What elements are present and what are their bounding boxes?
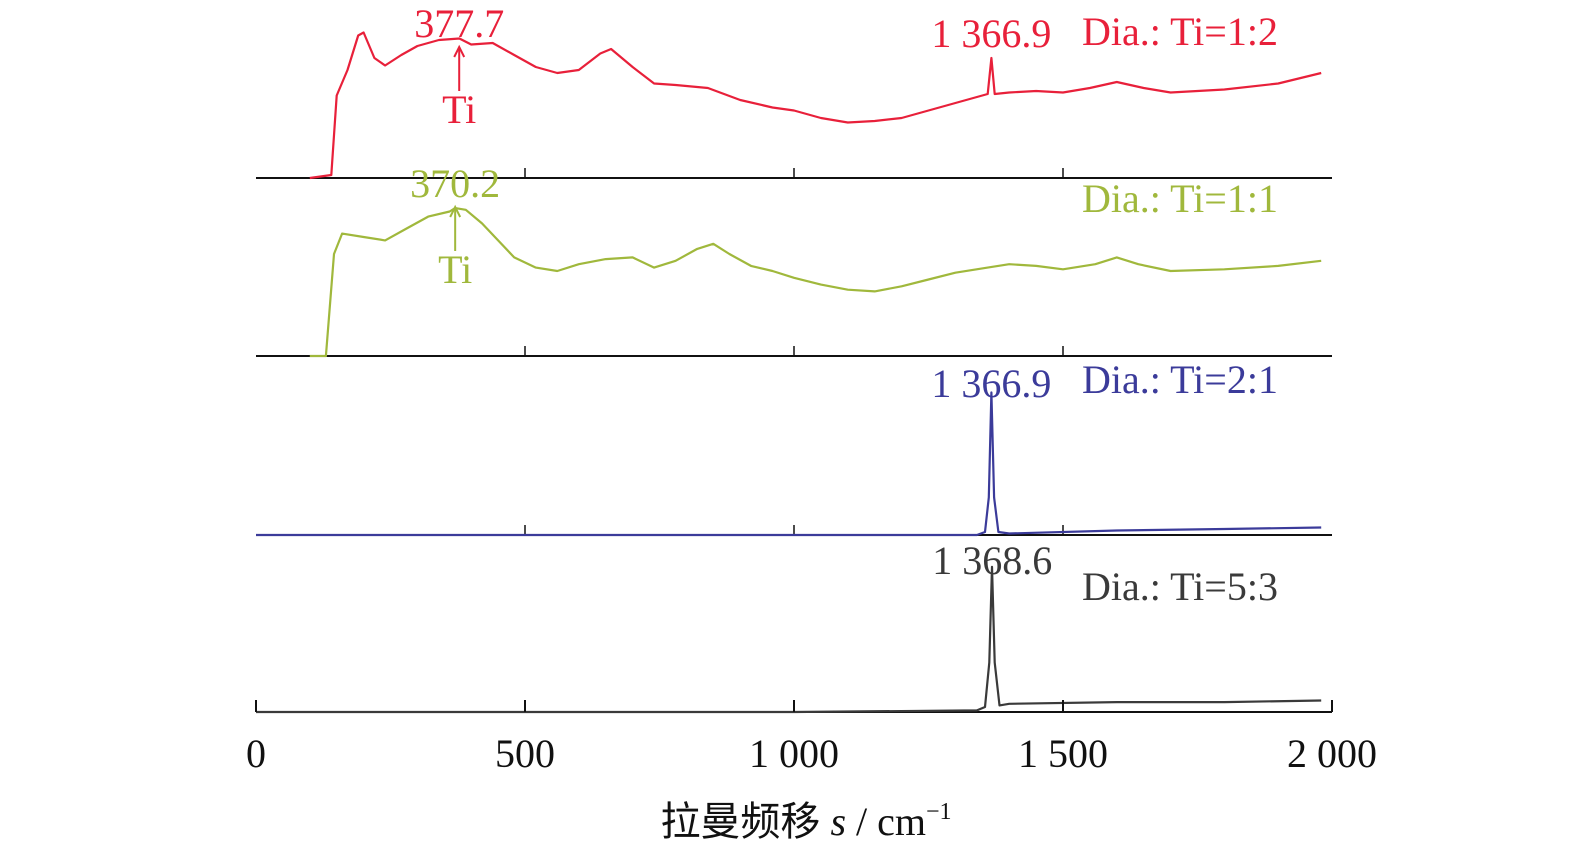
series-label-3: Dia.: Ti=2:1 bbox=[1082, 357, 1278, 402]
spectrum-panel-2: Dia.: Ti=1:1 370.2 Ti bbox=[256, 161, 1332, 358]
spectrum-panel-3: Dia.: Ti=2:1 1 366.9 bbox=[256, 357, 1332, 537]
peak-label: 1 368.6 bbox=[932, 538, 1052, 583]
x-axis: 0 500 1 000 1 500 2 000 bbox=[246, 700, 1377, 776]
x-tick-label: 1 500 bbox=[1018, 731, 1108, 776]
spectra-panels: Dia.: Ti=1:2 377.7 1 366.9 Ti Dia.: Ti=1:1 37… bbox=[256, 1, 1332, 714]
series-label-2: Dia.: Ti=1:1 bbox=[1082, 176, 1278, 221]
spectrum-line-2 bbox=[309, 207, 1322, 358]
series-label-4: Dia.: Ti=5:3 bbox=[1082, 564, 1278, 609]
marker-label: Ti bbox=[442, 87, 476, 132]
x-tick-label: 2 000 bbox=[1287, 731, 1377, 776]
peak-label: 1 366.9 bbox=[931, 361, 1051, 406]
x-axis-title: 拉曼频移 s / cm−1 bbox=[660, 799, 951, 844]
peak-label: 377.7 bbox=[414, 1, 504, 46]
spectrum-panel-4: Dia.: Ti=5:3 1 368.6 bbox=[256, 538, 1332, 714]
series-label-1: Dia.: Ti=1:2 bbox=[1082, 9, 1278, 54]
spectrum-panel-1: Dia.: Ti=1:2 377.7 1 366.9 Ti bbox=[256, 1, 1332, 180]
spectrum-line-3 bbox=[256, 391, 1322, 537]
x-tick-label: 1 000 bbox=[749, 731, 839, 776]
x-axis-title-var: s bbox=[830, 799, 846, 844]
marker-arrow-head bbox=[453, 44, 466, 58]
x-axis-title-unit: cm bbox=[877, 799, 926, 844]
spectrum-line-1 bbox=[309, 31, 1322, 180]
x-tick-label: 500 bbox=[495, 731, 555, 776]
marker-label: Ti bbox=[438, 247, 472, 292]
x-axis-title-unit-exp: −1 bbox=[926, 799, 952, 825]
peak-label: 370.2 bbox=[410, 161, 500, 206]
peak-label: 1 366.9 bbox=[931, 11, 1051, 56]
x-axis-title-text: 拉曼频移 bbox=[660, 799, 820, 844]
marker-arrow-head bbox=[449, 204, 462, 218]
x-tick-label: 0 bbox=[246, 731, 266, 776]
